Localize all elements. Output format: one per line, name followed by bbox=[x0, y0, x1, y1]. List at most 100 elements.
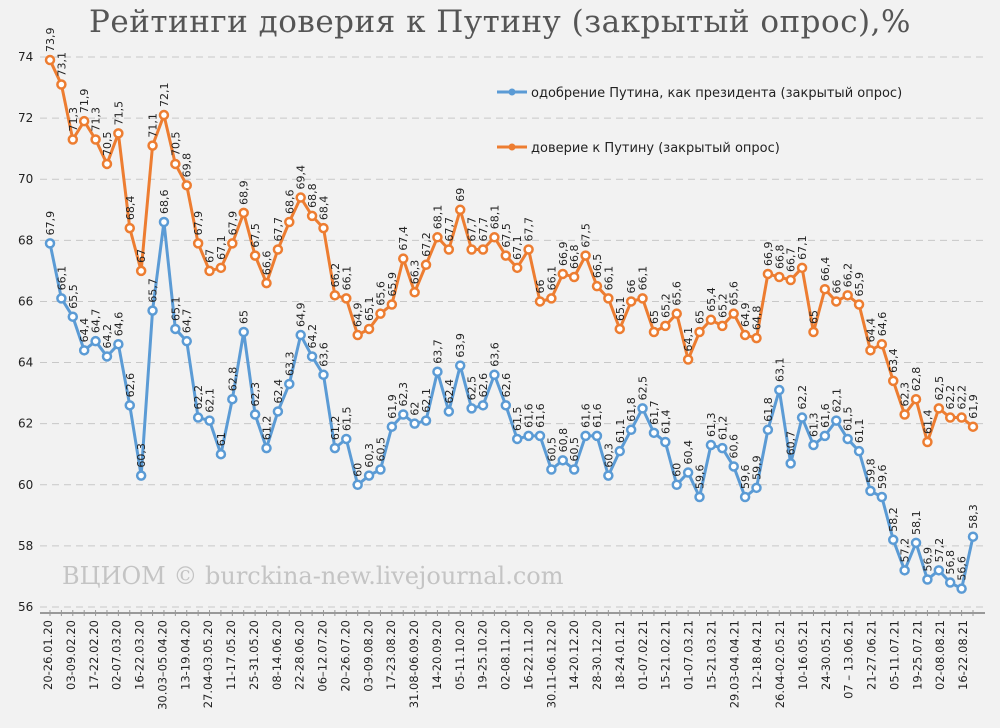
data-label: 60,5 bbox=[568, 437, 581, 462]
data-point bbox=[580, 430, 591, 442]
data-label: 60,7 bbox=[785, 431, 798, 456]
x-tick-label: 30.03–05.04.20 bbox=[155, 620, 169, 710]
data-label: 71,3 bbox=[67, 107, 80, 132]
data-point bbox=[500, 250, 512, 261]
legend-swatch-marker bbox=[508, 88, 516, 96]
data-label: 66,4 bbox=[819, 257, 832, 282]
legend-label: одобрение Путина, как президента (закрыт… bbox=[531, 86, 902, 101]
data-label: 60,3 bbox=[363, 443, 376, 468]
data-point bbox=[774, 384, 785, 396]
data-point bbox=[227, 238, 238, 249]
data-label: 62,5 bbox=[637, 376, 650, 401]
data-label: 68,4 bbox=[124, 196, 137, 221]
data-point bbox=[284, 378, 295, 390]
data-point bbox=[454, 204, 466, 216]
data-label: 58,1 bbox=[910, 510, 923, 535]
legend-label: доверие к Путину (закрытый опрос) bbox=[531, 141, 780, 156]
data-label: 67,9 bbox=[192, 211, 205, 236]
data-label: 61,3 bbox=[807, 413, 820, 438]
data-label: 62,1 bbox=[420, 388, 433, 413]
watermark: ВЦИОМ © burckina-new.livejournal.com bbox=[62, 562, 564, 590]
data-label: 66,8 bbox=[568, 245, 581, 270]
data-label: 65,1 bbox=[614, 296, 627, 321]
data-label: 59,6 bbox=[876, 465, 889, 490]
data-point bbox=[181, 180, 192, 191]
data-label: 61,2 bbox=[261, 416, 274, 441]
data-point bbox=[318, 222, 329, 234]
data-label: 62,2 bbox=[956, 385, 969, 410]
data-label: 61,3 bbox=[705, 413, 718, 438]
data-label: 64,9 bbox=[739, 303, 752, 328]
chart-title: Рейтинги доверия к Путину (закрытый опро… bbox=[89, 4, 911, 40]
data-label: 62,3 bbox=[397, 382, 410, 407]
data-label: 56,8 bbox=[944, 550, 957, 575]
data-point bbox=[523, 430, 534, 442]
data-label: 66,2 bbox=[842, 263, 855, 288]
data-point bbox=[944, 412, 956, 423]
data-point bbox=[887, 534, 899, 546]
data-point bbox=[523, 244, 534, 255]
data-point bbox=[78, 345, 90, 356]
data-label: 62,2 bbox=[944, 385, 957, 410]
data-point bbox=[648, 427, 660, 439]
x-tick-label: 19-25.10.20 bbox=[476, 620, 490, 690]
x-tick-label: 15-21.03.21 bbox=[704, 620, 718, 690]
data-point bbox=[648, 326, 660, 338]
data-point bbox=[808, 326, 819, 338]
data-label: 69,8 bbox=[181, 153, 194, 178]
x-tick-label: 28-30.12.20 bbox=[590, 620, 604, 690]
y-tick-label: 58 bbox=[18, 539, 33, 553]
data-label: 67 bbox=[135, 249, 148, 263]
data-label: 61,1 bbox=[614, 419, 627, 444]
data-label: 60,4 bbox=[682, 440, 695, 465]
data-point bbox=[420, 259, 432, 271]
data-point bbox=[853, 299, 865, 310]
data-point bbox=[170, 158, 181, 170]
data-label: 66,5 bbox=[591, 254, 604, 279]
data-point bbox=[295, 192, 306, 203]
data-label: 64,1 bbox=[682, 327, 695, 352]
data-point bbox=[249, 409, 261, 420]
data-label: 60,6 bbox=[728, 434, 741, 459]
data-label: 59,9 bbox=[750, 455, 763, 480]
data-label: 63,6 bbox=[488, 342, 501, 367]
data-point bbox=[363, 323, 375, 335]
data-point bbox=[967, 421, 979, 432]
data-point bbox=[56, 293, 67, 304]
data-point bbox=[625, 424, 637, 436]
data-point bbox=[751, 332, 762, 344]
data-label: 66,1 bbox=[340, 266, 353, 291]
data-label: 62,6 bbox=[477, 373, 490, 398]
data-point bbox=[808, 439, 819, 451]
x-tick-label: 29.03-04.04.21 bbox=[727, 620, 741, 708]
x-tick-label: 15-21.02.21 bbox=[659, 620, 673, 690]
data-label: 64,6 bbox=[112, 312, 125, 337]
data-point bbox=[124, 222, 136, 234]
data-point bbox=[135, 265, 147, 277]
x-tick-label: 14-20.09.20 bbox=[430, 620, 444, 690]
data-label: 60,5 bbox=[545, 437, 558, 462]
data-label: 67,7 bbox=[477, 217, 490, 242]
data-point bbox=[306, 210, 318, 222]
data-point bbox=[420, 415, 432, 426]
data-point bbox=[329, 290, 341, 301]
data-label: 61,6 bbox=[591, 403, 604, 428]
data-label: 61,6 bbox=[819, 403, 832, 428]
data-point bbox=[831, 296, 842, 307]
y-tick-label: 72 bbox=[18, 111, 33, 125]
data-label: 73,1 bbox=[55, 52, 68, 77]
data-point bbox=[375, 464, 386, 475]
data-label: 69,4 bbox=[295, 165, 308, 190]
data-label: 68,6 bbox=[283, 190, 296, 215]
data-label: 58,3 bbox=[967, 504, 980, 529]
data-label: 64,6 bbox=[876, 312, 889, 337]
data-label: 61,8 bbox=[625, 397, 638, 422]
data-point bbox=[454, 360, 466, 371]
data-point bbox=[192, 412, 204, 423]
data-label: 67,7 bbox=[466, 217, 479, 242]
data-label: 62,1 bbox=[204, 388, 217, 413]
x-tick-label: 18-24.01.21 bbox=[613, 620, 627, 690]
data-point bbox=[511, 262, 523, 274]
data-label: 71,5 bbox=[112, 101, 125, 126]
data-label: 65,2 bbox=[659, 293, 672, 318]
